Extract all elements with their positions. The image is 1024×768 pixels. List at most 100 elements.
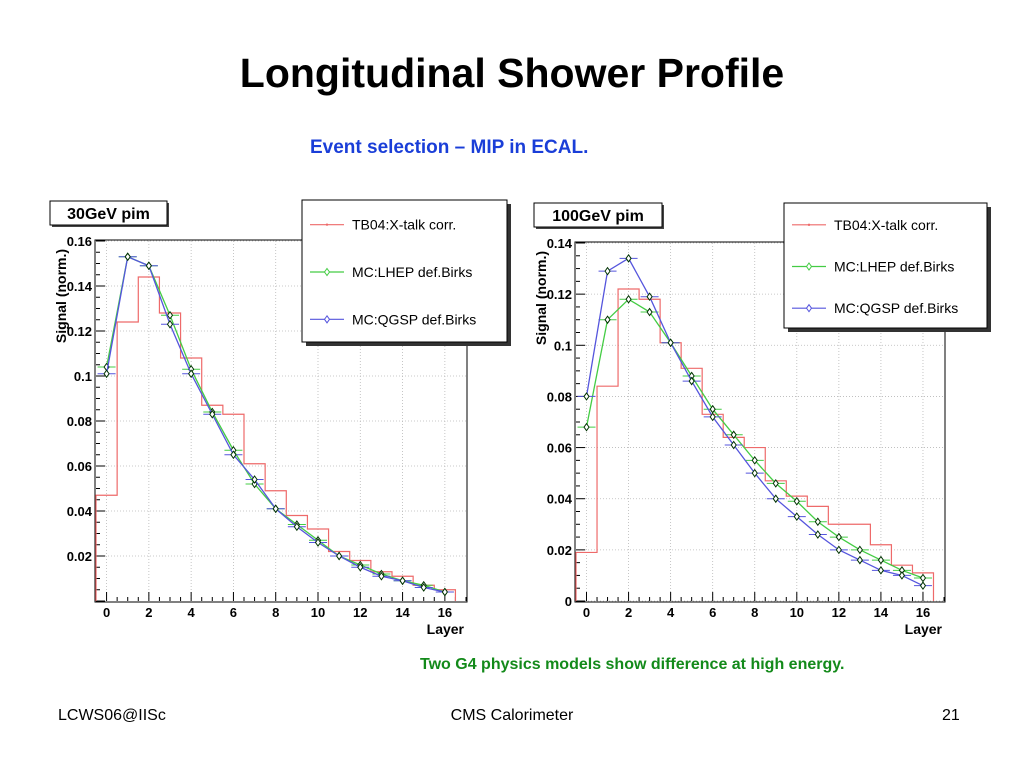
footer-page-number: 21 (942, 707, 960, 724)
x-tick-label: 0 (583, 605, 590, 620)
slide-title: Longitudinal Shower Profile (239, 50, 785, 96)
y-tick-label: 0.14 (547, 236, 573, 251)
x-tick-label: 10 (311, 605, 325, 620)
data-point (646, 307, 653, 317)
y-tick-label: 0.04 (547, 492, 573, 507)
slide-subtitle: Event selection – MIP in ECAL. (310, 137, 589, 158)
x-tick-label: 2 (625, 605, 632, 620)
data-point (898, 571, 906, 580)
data-point (751, 468, 758, 478)
x-tick-label: 4 (188, 605, 196, 620)
series-tb04-histogram (95, 276, 457, 601)
legend-marker (325, 223, 329, 226)
y-tick-label: 0.06 (67, 459, 92, 474)
data-point (730, 440, 737, 450)
x-tick-label: 8 (272, 605, 279, 620)
data-point (814, 517, 821, 527)
data-point (625, 253, 632, 263)
data-point (293, 522, 300, 532)
x-axis-label: Layer (905, 621, 943, 637)
legend-marker (805, 262, 813, 271)
legend-marker (323, 267, 331, 277)
x-tick-label: 14 (395, 605, 410, 620)
data-point (856, 555, 864, 565)
data-point (604, 315, 611, 325)
data-point (709, 412, 716, 422)
data-point (625, 294, 632, 304)
chart-title: 100GeV pim (552, 208, 644, 225)
x-tick-label: 16 (438, 605, 452, 620)
data-point (166, 319, 174, 329)
legend-label: MC:LHEP def.Birks (834, 259, 954, 275)
legend-label: TB04:X-talk corr. (352, 217, 456, 233)
x-tick-label: 0 (103, 605, 110, 620)
legend-box (783, 202, 988, 329)
data-point (688, 376, 695, 386)
legend-marker (323, 314, 331, 324)
data-point (667, 338, 674, 348)
legend-marker (805, 303, 813, 313)
x-tick-label: 14 (874, 605, 889, 620)
y-axis-label: Signal (norm.) (533, 251, 549, 345)
conclusion-note: Two G4 physics models show difference at… (420, 656, 845, 673)
data-point (919, 581, 927, 591)
x-tick-label: 12 (353, 605, 367, 620)
y-axis-label: Signal (norm.) (53, 249, 69, 343)
data-point (251, 475, 258, 484)
y-tick-label: 0.06 (547, 441, 572, 456)
y-tick-label: 0 (565, 594, 572, 609)
data-point (730, 430, 737, 440)
data-point (103, 369, 110, 379)
y-tick-label: 0.14 (67, 279, 93, 294)
x-tick-label: 10 (790, 605, 804, 620)
x-axis-label: Layer (427, 621, 465, 637)
data-point (772, 479, 779, 488)
y-tick-label: 0.04 (67, 504, 93, 519)
data-point (835, 545, 842, 555)
legend-marker (807, 223, 811, 227)
chart-title: 30GeV pim (67, 206, 150, 223)
data-point (793, 512, 800, 521)
x-tick-label: 8 (751, 605, 758, 620)
data-point (145, 261, 152, 271)
x-tick-label: 12 (832, 605, 846, 620)
y-tick-label: 0.02 (67, 549, 92, 564)
y-tick-label: 0.1 (554, 338, 572, 353)
data-point (772, 494, 779, 504)
legend-box (301, 199, 508, 343)
title-box (49, 200, 168, 226)
legend-label: MC:QGSP def.Birks (834, 300, 958, 316)
data-point (793, 496, 800, 506)
x-tick-label: 2 (145, 605, 152, 620)
data-point (814, 530, 821, 539)
legend-label: TB04:X-talk corr. (834, 217, 938, 233)
legend-label: MC:QGSP def.Birks (352, 311, 476, 327)
data-point (357, 562, 364, 572)
y-tick-label: 0.08 (67, 414, 92, 429)
y-tick-label: 0.16 (67, 234, 92, 249)
data-point (272, 504, 279, 514)
data-point (856, 545, 864, 555)
data-point (378, 571, 385, 581)
data-point (751, 455, 758, 465)
title-box (533, 202, 663, 228)
data-point (188, 369, 195, 379)
chart-30gev: 0 2 4 6 8 10 12 14 16 0.02 0.04 0.06 0.08 0.1 0.12 0.14… (49, 199, 511, 637)
data-point (877, 565, 885, 575)
data-point (209, 409, 216, 419)
footer-center: CMS Calorimeter (450, 707, 574, 724)
y-tick-label: 0.12 (67, 324, 92, 339)
data-point (420, 583, 427, 592)
legend-label: MC:LHEP def.Birks (352, 264, 472, 280)
data-point (604, 266, 611, 276)
data-point (583, 392, 590, 401)
x-tick-label: 6 (709, 605, 716, 620)
data-point (166, 310, 174, 320)
data-point (124, 252, 131, 262)
y-tick-label: 0.1 (74, 369, 92, 384)
data-point (314, 538, 322, 547)
data-point (336, 551, 343, 561)
y-tick-label: 0.02 (547, 543, 572, 558)
data-point (230, 450, 237, 460)
